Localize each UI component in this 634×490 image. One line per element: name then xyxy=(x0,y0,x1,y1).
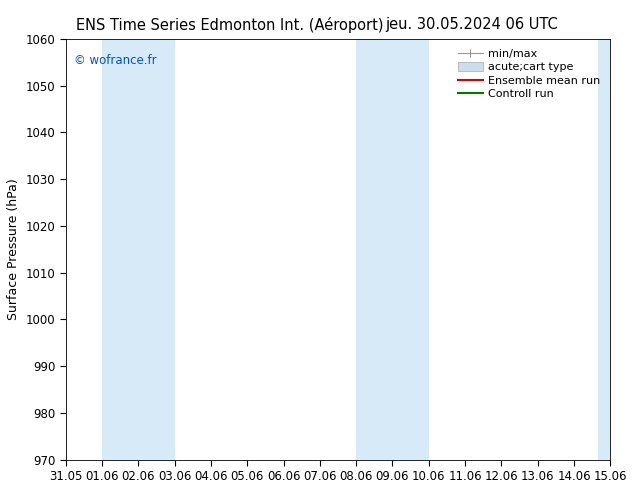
Bar xyxy=(598,39,611,460)
Y-axis label: Surface Pressure (hPa): Surface Pressure (hPa) xyxy=(7,178,20,320)
Text: ENS Time Series Edmonton Int. (Aéroport): ENS Time Series Edmonton Int. (Aéroport) xyxy=(76,17,384,33)
Bar xyxy=(356,39,429,460)
Text: jeu. 30.05.2024 06 UTC: jeu. 30.05.2024 06 UTC xyxy=(385,17,558,32)
Text: © wofrance.fr: © wofrance.fr xyxy=(74,53,157,67)
Bar xyxy=(102,39,174,460)
Legend: min/max, acute;cart type, Ensemble mean run, Controll run: min/max, acute;cart type, Ensemble mean … xyxy=(455,45,604,102)
